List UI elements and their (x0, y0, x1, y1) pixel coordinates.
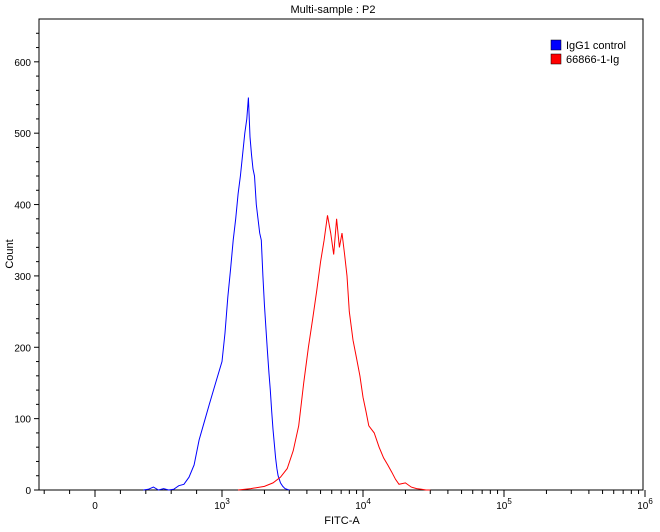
x-tick-base: 10 (355, 501, 367, 512)
x-tick-label: 106 (637, 497, 653, 512)
legend: IgG1 control 66866-1-Ig (550, 39, 626, 66)
chart-title: Multi-sample : P2 (291, 4, 376, 16)
x-tick-label: 103 (214, 497, 230, 512)
y-tick-label: 200 (14, 343, 31, 354)
y-axis: 0 100 200 300 400 500 600 (14, 32, 39, 497)
legend-swatch (550, 39, 562, 51)
y-tick-label: 100 (14, 415, 31, 426)
x-axis-label: FITC-A (324, 515, 360, 527)
x-tick-exponent: 3 (225, 497, 230, 506)
x-tick-exponent: 4 (366, 497, 371, 506)
series-layer (143, 97, 431, 491)
series-line-1 (143, 97, 290, 491)
x-tick-label: 104 (355, 497, 371, 512)
y-tick-label: 500 (14, 129, 31, 140)
x-tick-label: 105 (496, 497, 512, 512)
x-tick-label: 0 (92, 501, 98, 512)
x-axis: 0 103 104 105 106 (43, 490, 653, 512)
legend-label: 66866-1-Ig (566, 54, 619, 66)
y-tick-label: 300 (14, 272, 31, 283)
x-tick-base: 0 (92, 501, 98, 512)
y-tick-label: 0 (25, 486, 31, 497)
x-tick-base: 10 (496, 501, 508, 512)
y-tick-label: 400 (14, 201, 31, 212)
x-tick-exponent: 6 (648, 497, 653, 506)
series-line-2 (238, 215, 431, 491)
legend-label: IgG1 control (566, 40, 626, 52)
y-axis-label: Count (4, 239, 16, 268)
plot-frame (38, 18, 644, 491)
y-tick-label: 600 (14, 58, 31, 69)
x-tick-base: 10 (637, 501, 649, 512)
x-tick-base: 10 (214, 501, 226, 512)
legend-swatch (550, 53, 562, 65)
x-tick-exponent: 5 (507, 497, 512, 506)
